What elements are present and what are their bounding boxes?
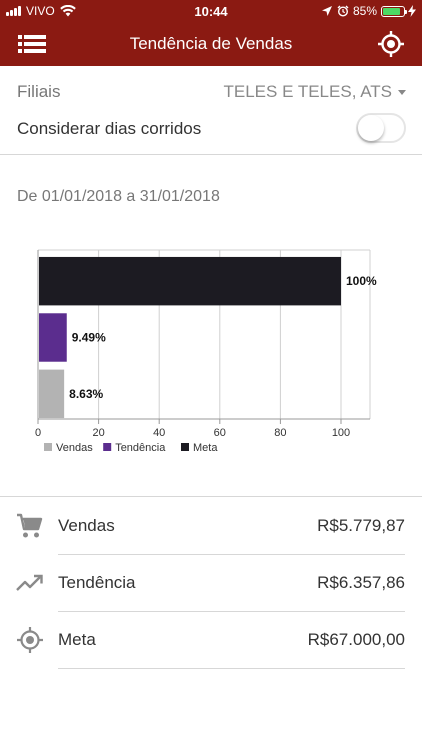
legend-label: Vendas: [56, 442, 93, 454]
battery-icon: [381, 5, 407, 17]
legend-label: Meta: [193, 442, 218, 454]
signal-icon: [6, 6, 22, 16]
data-label: 100%: [346, 274, 377, 288]
date-range: De 01/01/2018 a 31/01/2018: [17, 188, 220, 205]
trend-chart: 0 20 40 60 80 100 100% 9.49% 8.63% Vendas Tendênci…: [0, 240, 422, 470]
legend-swatch: [103, 443, 112, 451]
summary-label: Tendência: [58, 573, 136, 592]
battery-percent: 85%: [352, 4, 377, 18]
cart-icon: [17, 513, 43, 538]
summary-row-meta: Meta R$67.000,00: [0, 611, 422, 668]
summary-label: Meta: [58, 630, 96, 649]
x-tick-label: 60: [214, 427, 226, 439]
bar-tendência: [39, 313, 67, 362]
divider: [58, 668, 405, 669]
charging-bolt-icon: [408, 5, 416, 17]
x-tick-label: 100: [332, 427, 350, 439]
legend-label: Tendência: [115, 442, 166, 454]
target-icon: [17, 627, 43, 653]
page-title: Tendência de Vendas: [129, 34, 293, 53]
status-bar: VIVO 10:44 85%: [0, 0, 422, 22]
summary-value: R$5.779,87: [317, 516, 405, 535]
divider: [58, 611, 405, 612]
x-tick-label: 20: [92, 427, 104, 439]
consecutive-days-toggle[interactable]: [356, 113, 406, 143]
status-time: 10:44: [194, 4, 228, 19]
target-icon[interactable]: [378, 31, 404, 57]
x-tick-label: 40: [153, 427, 165, 439]
bar-meta: [39, 256, 341, 306]
branch-label: Filiais: [17, 82, 61, 101]
divider: [0, 496, 422, 497]
data-label: 8.63%: [69, 387, 103, 401]
trending-up-icon: [16, 574, 43, 591]
app-bar: Tendência de Vendas: [0, 22, 422, 66]
status-left: VIVO: [6, 4, 76, 18]
summary-value: R$6.357,86: [317, 573, 405, 592]
summary-row-tendencia: Tendência R$6.357,86: [0, 554, 422, 611]
divider: [58, 554, 405, 555]
list-menu-icon[interactable]: [18, 32, 46, 56]
carrier-name: VIVO: [26, 4, 55, 18]
wifi-icon: [59, 5, 76, 17]
toggle-knob: [358, 115, 384, 141]
legend-swatch: [44, 443, 52, 451]
summary-label: Vendas: [58, 516, 115, 535]
x-tick-label: 80: [274, 427, 286, 439]
alarm-icon: [337, 5, 349, 17]
divider: [0, 154, 422, 155]
legend-swatch: [181, 443, 189, 451]
branch-value: TELES E TELES, ATS: [223, 82, 393, 101]
summary-row-vendas: Vendas R$5.779,87: [0, 497, 422, 554]
consecutive-days-row: Considerar dias corridos: [0, 110, 422, 148]
branch-filter-row: Filiais TELES E TELES, ATS: [0, 73, 422, 111]
summary-value: R$67.000,00: [307, 630, 405, 649]
data-label: 9.49%: [72, 331, 106, 345]
consecutive-days-label: Considerar dias corridos: [17, 119, 202, 138]
location-arrow-icon: [321, 6, 332, 16]
bar-vendas: [39, 369, 65, 419]
branch-select[interactable]: TELES E TELES, ATS: [223, 82, 406, 102]
status-right: 85%: [321, 4, 416, 18]
chevron-down-icon: [398, 89, 406, 95]
bar-chart: 0 20 40 60 80 100 100% 9.49% 8.63% Vendas Tendênci…: [35, 249, 377, 454]
x-tick-label: 0: [35, 427, 41, 439]
